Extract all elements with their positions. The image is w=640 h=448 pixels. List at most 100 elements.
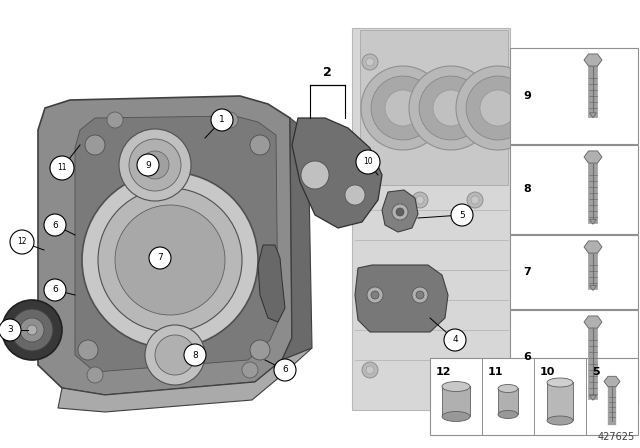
Text: 7: 7 <box>157 254 163 263</box>
Text: 4: 4 <box>452 336 458 345</box>
Text: 6: 6 <box>52 285 58 294</box>
Circle shape <box>2 300 62 360</box>
Circle shape <box>362 362 378 378</box>
Circle shape <box>371 76 435 140</box>
Circle shape <box>137 154 159 176</box>
Text: 5: 5 <box>592 367 600 377</box>
Polygon shape <box>584 54 602 66</box>
Polygon shape <box>589 113 596 118</box>
Text: 12: 12 <box>17 237 27 246</box>
Circle shape <box>98 188 242 332</box>
Ellipse shape <box>442 382 470 392</box>
Circle shape <box>145 325 205 385</box>
Circle shape <box>416 291 424 299</box>
Circle shape <box>392 204 408 220</box>
Circle shape <box>250 340 270 360</box>
Ellipse shape <box>498 410 518 418</box>
Ellipse shape <box>442 412 470 422</box>
Circle shape <box>250 135 270 155</box>
FancyBboxPatch shape <box>510 145 638 234</box>
Circle shape <box>10 230 34 254</box>
Circle shape <box>433 90 469 126</box>
Polygon shape <box>352 28 510 410</box>
Polygon shape <box>38 96 292 395</box>
FancyBboxPatch shape <box>442 387 470 417</box>
Text: 12: 12 <box>436 367 451 377</box>
Polygon shape <box>589 395 596 401</box>
FancyBboxPatch shape <box>430 358 638 435</box>
Ellipse shape <box>547 416 573 425</box>
Text: 5: 5 <box>459 211 465 220</box>
Circle shape <box>467 192 483 208</box>
Circle shape <box>371 291 379 299</box>
Polygon shape <box>360 30 508 185</box>
FancyBboxPatch shape <box>510 310 638 404</box>
Text: 8: 8 <box>192 350 198 359</box>
Circle shape <box>274 359 296 381</box>
Circle shape <box>456 66 540 150</box>
Circle shape <box>115 205 225 315</box>
Text: 11: 11 <box>57 164 67 172</box>
Text: 1: 1 <box>219 116 225 125</box>
Circle shape <box>20 318 44 342</box>
Circle shape <box>444 329 466 351</box>
Text: 3: 3 <box>7 326 13 335</box>
Circle shape <box>222 112 238 128</box>
Text: 6: 6 <box>52 220 58 229</box>
FancyBboxPatch shape <box>547 383 573 421</box>
Circle shape <box>301 161 329 189</box>
Polygon shape <box>584 241 602 253</box>
Circle shape <box>155 335 195 375</box>
Circle shape <box>356 150 380 174</box>
Polygon shape <box>58 348 312 412</box>
Text: 9: 9 <box>145 160 151 169</box>
Polygon shape <box>589 285 596 290</box>
Circle shape <box>367 287 383 303</box>
Polygon shape <box>604 376 620 387</box>
Circle shape <box>78 340 98 360</box>
Circle shape <box>412 287 428 303</box>
Polygon shape <box>75 116 278 372</box>
Circle shape <box>141 151 169 179</box>
Circle shape <box>184 344 206 366</box>
Circle shape <box>466 76 530 140</box>
Text: 10: 10 <box>363 158 373 167</box>
Circle shape <box>451 204 473 226</box>
Circle shape <box>107 112 123 128</box>
Circle shape <box>0 319 21 341</box>
Circle shape <box>366 366 374 374</box>
Circle shape <box>345 185 365 205</box>
Circle shape <box>471 196 479 204</box>
Circle shape <box>419 76 483 140</box>
Polygon shape <box>258 245 285 322</box>
Circle shape <box>87 367 103 383</box>
Circle shape <box>211 109 233 131</box>
Circle shape <box>361 66 445 150</box>
Circle shape <box>44 279 66 301</box>
Circle shape <box>366 58 374 66</box>
Polygon shape <box>584 151 602 163</box>
Text: 6: 6 <box>523 352 531 362</box>
Circle shape <box>385 90 421 126</box>
Ellipse shape <box>547 378 573 387</box>
Polygon shape <box>282 118 312 360</box>
Circle shape <box>11 309 53 351</box>
Text: 6: 6 <box>282 366 288 375</box>
Polygon shape <box>584 316 602 328</box>
Circle shape <box>480 90 516 126</box>
Circle shape <box>396 208 404 216</box>
Circle shape <box>409 66 493 150</box>
Circle shape <box>50 156 74 180</box>
Circle shape <box>416 196 424 204</box>
Circle shape <box>44 214 66 236</box>
Circle shape <box>119 129 191 201</box>
Circle shape <box>362 272 378 288</box>
FancyBboxPatch shape <box>498 388 518 414</box>
Text: 7: 7 <box>523 267 531 277</box>
Polygon shape <box>382 190 418 232</box>
Circle shape <box>362 157 378 173</box>
Text: 11: 11 <box>488 367 504 377</box>
Text: 8: 8 <box>523 185 531 194</box>
Polygon shape <box>292 118 382 228</box>
FancyBboxPatch shape <box>510 48 638 144</box>
